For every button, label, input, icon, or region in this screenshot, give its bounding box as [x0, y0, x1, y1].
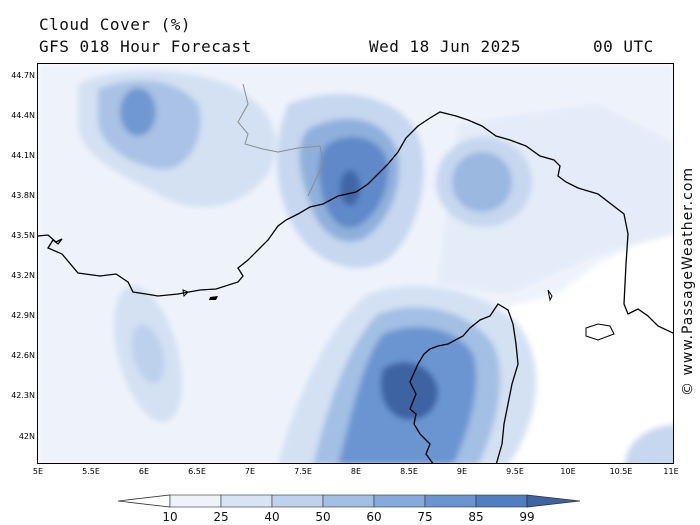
map-panel[interactable]: [37, 63, 674, 464]
color-scale-legend: [118, 494, 581, 508]
legend-label: 10: [162, 510, 178, 524]
lat-tick-label: 42.6N: [11, 351, 35, 360]
lon-tick-label: 5E: [32, 467, 44, 476]
lon-tick-label: 9.5E: [506, 467, 524, 476]
lon-tick-label: 8E: [350, 467, 362, 476]
lon-tick-label: 9E: [456, 467, 468, 476]
lon-tick-label: 6E: [138, 467, 150, 476]
lat-tick-label: 42.3N: [11, 391, 35, 400]
cloud-patch-se: [625, 425, 673, 463]
border-line: [237, 83, 324, 197]
coastline-island-1: [182, 289, 189, 298]
legend-swatch: [322, 494, 375, 508]
lon-tick-label: 7.5E: [294, 467, 312, 476]
coastline-island-2: [209, 296, 218, 300]
website-credit: © www.PassageWeather.com: [680, 166, 696, 396]
legend-swatch: [424, 494, 477, 508]
lon-tick-label: 10E: [560, 467, 576, 476]
lon-tick-label: 8.5E: [400, 467, 418, 476]
coastline-corsica: [409, 303, 519, 463]
coastline-mainland: [38, 111, 673, 334]
legend-swatch: [271, 494, 324, 508]
legend-swatch: [475, 494, 528, 508]
cloud-core-nw: [120, 88, 156, 136]
lat-tick-label: 44.1N: [11, 151, 35, 160]
lat-tick-label: 42N: [18, 432, 35, 441]
cloud-core-east: [452, 152, 512, 212]
lon-tick-label: 6.5E: [188, 467, 206, 476]
legend-swatch: [169, 494, 222, 508]
legend-label: 40: [264, 510, 280, 524]
lat-tick-label: 44.4N: [11, 111, 35, 120]
lat-tick-label: 43.8N: [11, 191, 35, 200]
forecast-label: GFS 018 Hour Forecast: [39, 37, 252, 56]
legend-arrow-low: [118, 494, 171, 508]
lon-tick-label: 10.5E: [609, 467, 633, 476]
legend-arrow-high: [526, 494, 581, 508]
legend-label: 60: [366, 510, 382, 524]
lon-tick-label: 11E: [663, 467, 679, 476]
cloud-peak-corsica: [380, 361, 439, 420]
lon-tick-label: 5.5E: [82, 467, 100, 476]
legend-label: 50: [315, 510, 331, 524]
lat-tick-label: 44.7N: [11, 71, 35, 80]
legend-label: 99: [519, 510, 535, 524]
cloud-streak-sw-core: [131, 324, 165, 384]
lat-tick-label: 42.9N: [11, 311, 35, 320]
legend-swatch: [373, 494, 426, 508]
legend-label: 75: [417, 510, 433, 524]
legend-label: 85: [468, 510, 484, 524]
legend-swatch: [220, 494, 273, 508]
cloud-cover-shading: [38, 64, 673, 463]
legend-label: 25: [213, 510, 229, 524]
lat-tick-label: 43.5N: [11, 231, 35, 240]
coastline-island-3: [547, 289, 553, 302]
cloud-peak-central: [340, 170, 360, 206]
coastline-elba: [585, 323, 615, 341]
forecast-date: Wed 18 Jun 2025: [369, 37, 521, 56]
map-title: Cloud Cover (%): [39, 15, 191, 34]
cloud-cover-map[interactable]: [38, 64, 674, 464]
lat-tick-label: 43.2N: [11, 271, 35, 280]
lon-tick-label: 7E: [244, 467, 256, 476]
forecast-time: 00 UTC: [593, 37, 654, 56]
